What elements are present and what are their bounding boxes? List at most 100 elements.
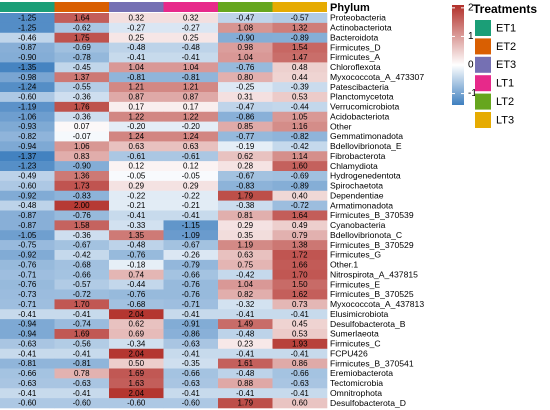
cell-value: -0.36 <box>73 112 92 121</box>
color-bar <box>452 5 464 105</box>
heatmap-cell <box>109 348 164 359</box>
cell-value: 1.61 <box>237 359 253 368</box>
row-label: Desulfobacterota_B <box>330 319 406 329</box>
heatmap-cell <box>272 220 328 231</box>
heatmap-cell <box>54 250 110 261</box>
heatmap-cell <box>218 329 273 340</box>
treatment-bar <box>163 2 218 12</box>
heatmap-cell <box>109 180 164 192</box>
cell-value: -0.57 <box>73 280 92 289</box>
heatmap-cell <box>0 52 55 63</box>
cell-value: 1.06 <box>74 142 90 151</box>
heatmap-cell <box>0 299 55 310</box>
cell-value: 0.29 <box>237 221 253 230</box>
heatmap-cell <box>54 230 110 241</box>
heatmap-cell <box>0 289 55 300</box>
cell-value: -0.79 <box>182 260 201 269</box>
heatmap-cell <box>272 13 328 24</box>
heatmap-cell <box>163 13 219 24</box>
cell-value: 0.12 <box>183 162 199 171</box>
cell-value: -0.67 <box>73 241 92 250</box>
heatmap-cell <box>109 358 164 369</box>
heatmap-cell <box>272 82 328 93</box>
heatmap-cell <box>54 279 110 290</box>
cell-value: -0.86 <box>182 330 201 339</box>
heatmap-cell <box>0 190 55 201</box>
heatmap-cell <box>272 368 328 379</box>
treatment-bar <box>218 2 273 12</box>
row-label: Firmicutes_B_370539 <box>330 210 414 220</box>
heatmap-cell <box>109 250 164 261</box>
cell-value: -0.63 <box>182 339 201 348</box>
legend-label: LT1 <box>496 78 514 90</box>
heatmap-cell <box>272 161 328 172</box>
cell-value: -1.06 <box>18 112 37 121</box>
cell-value: -0.94 <box>18 142 37 151</box>
cell-value: -1.24 <box>18 83 37 92</box>
cell-value: 1.08 <box>237 23 253 32</box>
heatmap-cell <box>218 259 273 271</box>
heatmap-cell <box>109 329 164 340</box>
cell-value: 2.04 <box>128 349 144 358</box>
row-label: Proteobacteria <box>330 13 386 23</box>
cell-value: -0.05 <box>182 172 201 181</box>
heatmap-cell <box>163 22 219 34</box>
heatmap-cell <box>163 131 219 142</box>
cell-value: -0.25 <box>236 83 255 92</box>
cell-value: 1.38 <box>292 241 308 250</box>
cell-value: -0.68 <box>127 300 146 309</box>
cell-value: -1.15 <box>182 221 201 230</box>
heatmap-cell <box>54 72 110 83</box>
heatmap-cell <box>54 101 110 113</box>
heatmap-cell <box>218 161 273 172</box>
heatmap-cell <box>218 398 273 409</box>
heatmap-cell <box>54 309 110 320</box>
heatmap-cell <box>272 22 328 34</box>
heatmap-cell <box>218 32 273 43</box>
row-label: Other.1 <box>330 260 358 270</box>
cell-value: 2.00 <box>74 201 90 210</box>
heatmap-cell <box>0 200 55 211</box>
cell-value: -0.45 <box>73 63 92 72</box>
heatmap-cell <box>0 378 55 389</box>
heatmap-cell <box>0 62 55 73</box>
cell-value: -0.48 <box>236 330 255 339</box>
heatmap-cell <box>109 230 164 241</box>
heatmap-cell <box>0 92 55 103</box>
cell-value: -0.76 <box>236 63 255 72</box>
heatmap-cell <box>0 250 55 261</box>
cell-value: -0.35 <box>182 359 201 368</box>
heatmap-cell <box>218 250 273 261</box>
cell-value: -0.36 <box>73 93 92 102</box>
cell-value: -0.76 <box>182 290 201 299</box>
heatmap-cell <box>272 348 328 359</box>
heatmap-cell <box>163 309 219 320</box>
heatmap-cell <box>0 259 55 271</box>
row-label: Firmicutes_C <box>330 339 381 349</box>
cell-value: 1.04 <box>237 53 253 62</box>
cell-value: -0.69 <box>291 172 310 181</box>
cell-value: 0.07 <box>74 122 90 131</box>
row-label: Armatimonadota <box>330 200 393 210</box>
cell-value: 0.82 <box>237 290 253 299</box>
heatmap-cell <box>272 151 328 162</box>
heatmap-cell <box>109 368 164 379</box>
legend-label: LT2 <box>496 96 514 108</box>
cell-value: -0.81 <box>73 359 92 368</box>
cell-value: -0.60 <box>18 181 37 190</box>
cell-value: 2.04 <box>128 389 144 398</box>
heatmap-cell <box>272 200 328 211</box>
cell-value: -0.57 <box>291 14 310 23</box>
cell-value: -0.61 <box>127 152 146 161</box>
cell-value: 0.12 <box>128 162 144 171</box>
cell-value: 1.22 <box>128 112 144 121</box>
cell-value: -0.34 <box>127 339 146 348</box>
row-label: Firmicutes_B_370529 <box>330 240 414 250</box>
heatmap-cell <box>109 398 164 409</box>
heatmap-cell <box>109 82 164 93</box>
heatmap-cell <box>272 180 328 192</box>
heatmap-cell <box>0 121 55 132</box>
heatmap-cell <box>0 240 55 251</box>
cell-value: -0.76 <box>127 290 146 299</box>
heatmap-cell <box>163 240 219 251</box>
